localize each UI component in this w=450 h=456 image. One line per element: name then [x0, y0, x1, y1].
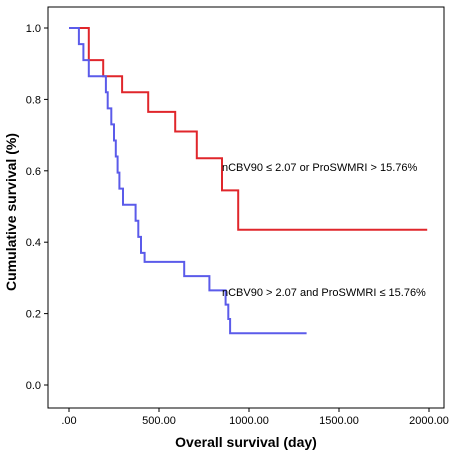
y-tick-label: 0.6 — [26, 166, 41, 178]
series-layer — [69, 27, 428, 335]
plot-frame — [47, 6, 445, 409]
series-annotation-2: nCBV90 > 2.07 and ProSWMRI ≤ 15.76% — [222, 287, 426, 299]
x-axis: .00 500.00 1000.00 1500.00 2000.00 — [61, 408, 449, 427]
x-tick-label: 2000.00 — [409, 415, 449, 427]
y-tick-label: 0.0 — [26, 380, 41, 392]
y-tick-label: 0.8 — [26, 94, 41, 106]
x-axis-title: Overall survival (day) — [175, 434, 317, 450]
annotation-layer: nCBV90 ≤ 2.07 or ProSWMRI > 15.76% nCBV90… — [222, 162, 426, 299]
series-annotation-1: nCBV90 ≤ 2.07 or ProSWMRI > 15.76% — [222, 162, 417, 174]
x-tick-label: 1500.00 — [319, 415, 359, 427]
y-tick-label: 0.4 — [26, 237, 41, 249]
y-axis-title: Cumulative survival (%) — [3, 133, 19, 291]
x-tick-label: .00 — [61, 415, 76, 427]
x-tick-label: 500.00 — [142, 415, 176, 427]
survival-curve-2 — [69, 27, 307, 335]
x-tick-label: 1000.00 — [229, 415, 269, 427]
y-tick-label: 1.0 — [26, 23, 41, 35]
y-axis: 0.0 0.2 0.4 0.6 0.8 1.0 — [26, 23, 48, 392]
y-tick-label: 0.2 — [26, 309, 41, 321]
